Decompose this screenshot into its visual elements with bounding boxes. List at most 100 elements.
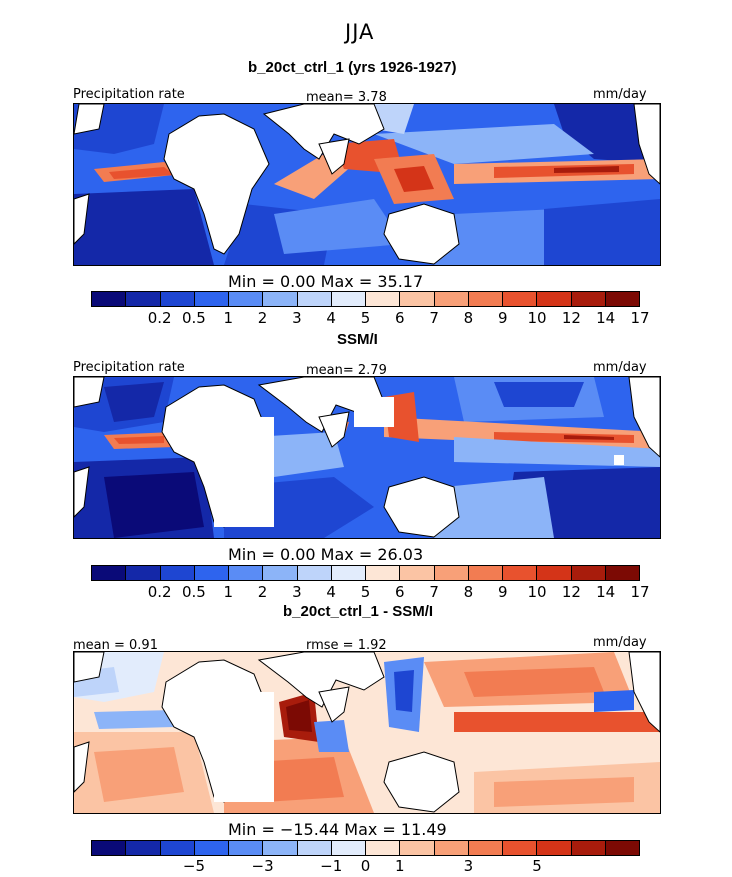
colorbar-tick-label: 9 [497, 309, 508, 327]
panel-3-mean-label: mean = 0.91 [73, 638, 158, 653]
panel-2-colorbar-ticks: 0.2 0.5 1 2 3 4 5 6 7 8 9 10 12 14 17 [91, 583, 650, 603]
panel-2-variable-label: Precipitation rate [73, 360, 185, 375]
colorbar-swatch [160, 292, 195, 306]
colorbar-tick-label: 3 [292, 583, 302, 601]
colorbar-tick-label: 6 [395, 583, 405, 601]
colorbar-swatch [263, 841, 298, 855]
panel-1-map-svg [74, 104, 660, 265]
figure-title: JJA [345, 20, 375, 44]
colorbar-swatch [126, 841, 161, 855]
colorbar-swatch [160, 841, 195, 855]
colorbar-swatch [366, 566, 401, 580]
colorbar-swatch [571, 841, 606, 855]
colorbar-swatch [126, 566, 161, 580]
colorbar-swatch [194, 292, 229, 306]
colorbar-swatch [434, 841, 469, 855]
colorbar-swatch [605, 841, 639, 855]
colorbar-swatch [605, 292, 639, 306]
colorbar-tick-label: 1 [395, 857, 405, 875]
colorbar-tick-label: 0 [360, 857, 371, 875]
colorbar-swatch [160, 566, 195, 580]
colorbar-swatch [537, 292, 572, 306]
colorbar-swatch [331, 292, 366, 306]
colorbar-swatch [468, 292, 503, 306]
colorbar-swatch [537, 566, 572, 580]
colorbar-swatch [503, 292, 538, 306]
colorbar-swatch [263, 566, 298, 580]
colorbar-swatch [194, 841, 229, 855]
colorbar-tick-label: 10 [527, 583, 547, 601]
colorbar-swatch [92, 292, 127, 306]
colorbar-swatch [229, 841, 264, 855]
panel-1-map [73, 103, 661, 266]
panel-3-map-svg [74, 652, 660, 813]
colorbar-tick-label: 0.2 [147, 583, 172, 601]
panel-1-variable-label: Precipitation rate [73, 87, 185, 102]
colorbar-tick-label: 0.5 [182, 309, 206, 327]
colorbar-swatch [537, 841, 572, 855]
colorbar-tick-label: 4 [326, 583, 336, 601]
colorbar-tick-label: 0.2 [147, 309, 172, 327]
colorbar-tick-label: 14 [596, 309, 616, 327]
panel-2-units-label: mm/day [593, 360, 647, 375]
colorbar-swatch [605, 566, 639, 580]
colorbar-swatch [331, 566, 366, 580]
colorbar-swatch [263, 292, 298, 306]
colorbar-swatch [468, 841, 503, 855]
panel-3-title: b_20ct_ctrl_1 - SSM/I [283, 603, 434, 620]
colorbar-tick-label: −1 [320, 857, 343, 875]
colorbar-tick-label: 8 [463, 309, 474, 327]
colorbar-tick-label: 3 [292, 309, 302, 327]
colorbar-swatch [400, 841, 435, 855]
panel-3-map [73, 651, 661, 814]
panel-2-minmax: Min = 0.00 Max = 26.03 [228, 545, 424, 564]
colorbar-swatch [366, 292, 401, 306]
panel-2-mean-label: mean= 2.79 [306, 363, 387, 378]
colorbar-swatch [92, 566, 127, 580]
panel-1-mean-label: mean= 3.78 [306, 90, 387, 105]
colorbar-swatch [366, 841, 401, 855]
panel-2-title: SSM/I [337, 331, 378, 348]
colorbar-tick-label: 1 [223, 309, 234, 327]
panel-1-units-label: mm/day [593, 87, 647, 102]
colorbar-swatch [400, 566, 435, 580]
colorbar-tick-label: 17 [630, 309, 650, 327]
colorbar-swatch [434, 566, 469, 580]
panel-3-colorbar-ticks: −5 −3 −1 0 1 3 5 [91, 857, 640, 877]
panel-1-colorbar [91, 291, 640, 307]
colorbar-tick-label: 14 [596, 583, 616, 601]
colorbar-swatch [229, 292, 264, 306]
colorbar-tick-label: 3 [463, 857, 474, 875]
colorbar-tick-label: 0.5 [182, 583, 206, 601]
colorbar-swatch [229, 566, 264, 580]
panel-3-units-label: mm/day [593, 635, 647, 650]
panel-2-map-svg [74, 377, 660, 538]
colorbar-swatch [331, 841, 366, 855]
colorbar-tick-label: 12 [561, 583, 581, 601]
colorbar-swatch [571, 566, 606, 580]
colorbar-swatch [297, 566, 332, 580]
colorbar-swatch [92, 841, 127, 855]
panel-2-map [73, 376, 661, 539]
colorbar-swatch [400, 292, 435, 306]
colorbar-tick-label: 17 [630, 583, 650, 601]
colorbar-swatch [434, 292, 469, 306]
colorbar-tick-label: 2 [257, 309, 268, 327]
colorbar-swatch [297, 841, 332, 855]
colorbar-tick-label: 10 [527, 309, 547, 327]
colorbar-tick-label: 6 [395, 309, 405, 327]
colorbar-tick-label: 4 [326, 309, 336, 327]
panel-1-title: b_20ct_ctrl_1 (yrs 1926-1927) [248, 59, 457, 76]
colorbar-swatch [468, 566, 503, 580]
colorbar-swatch [571, 292, 606, 306]
panel-1-minmax: Min = 0.00 Max = 35.17 [228, 272, 424, 291]
colorbar-swatch [297, 292, 332, 306]
colorbar-swatch [194, 566, 229, 580]
colorbar-tick-label: 7 [429, 309, 439, 327]
colorbar-swatch [126, 292, 161, 306]
colorbar-swatch [503, 841, 538, 855]
colorbar-tick-label: 5 [360, 583, 371, 601]
colorbar-tick-label: 5 [532, 857, 542, 875]
colorbar-tick-label: −5 [182, 857, 205, 875]
panel-3-rmse-label: rmse = 1.92 [306, 638, 387, 653]
